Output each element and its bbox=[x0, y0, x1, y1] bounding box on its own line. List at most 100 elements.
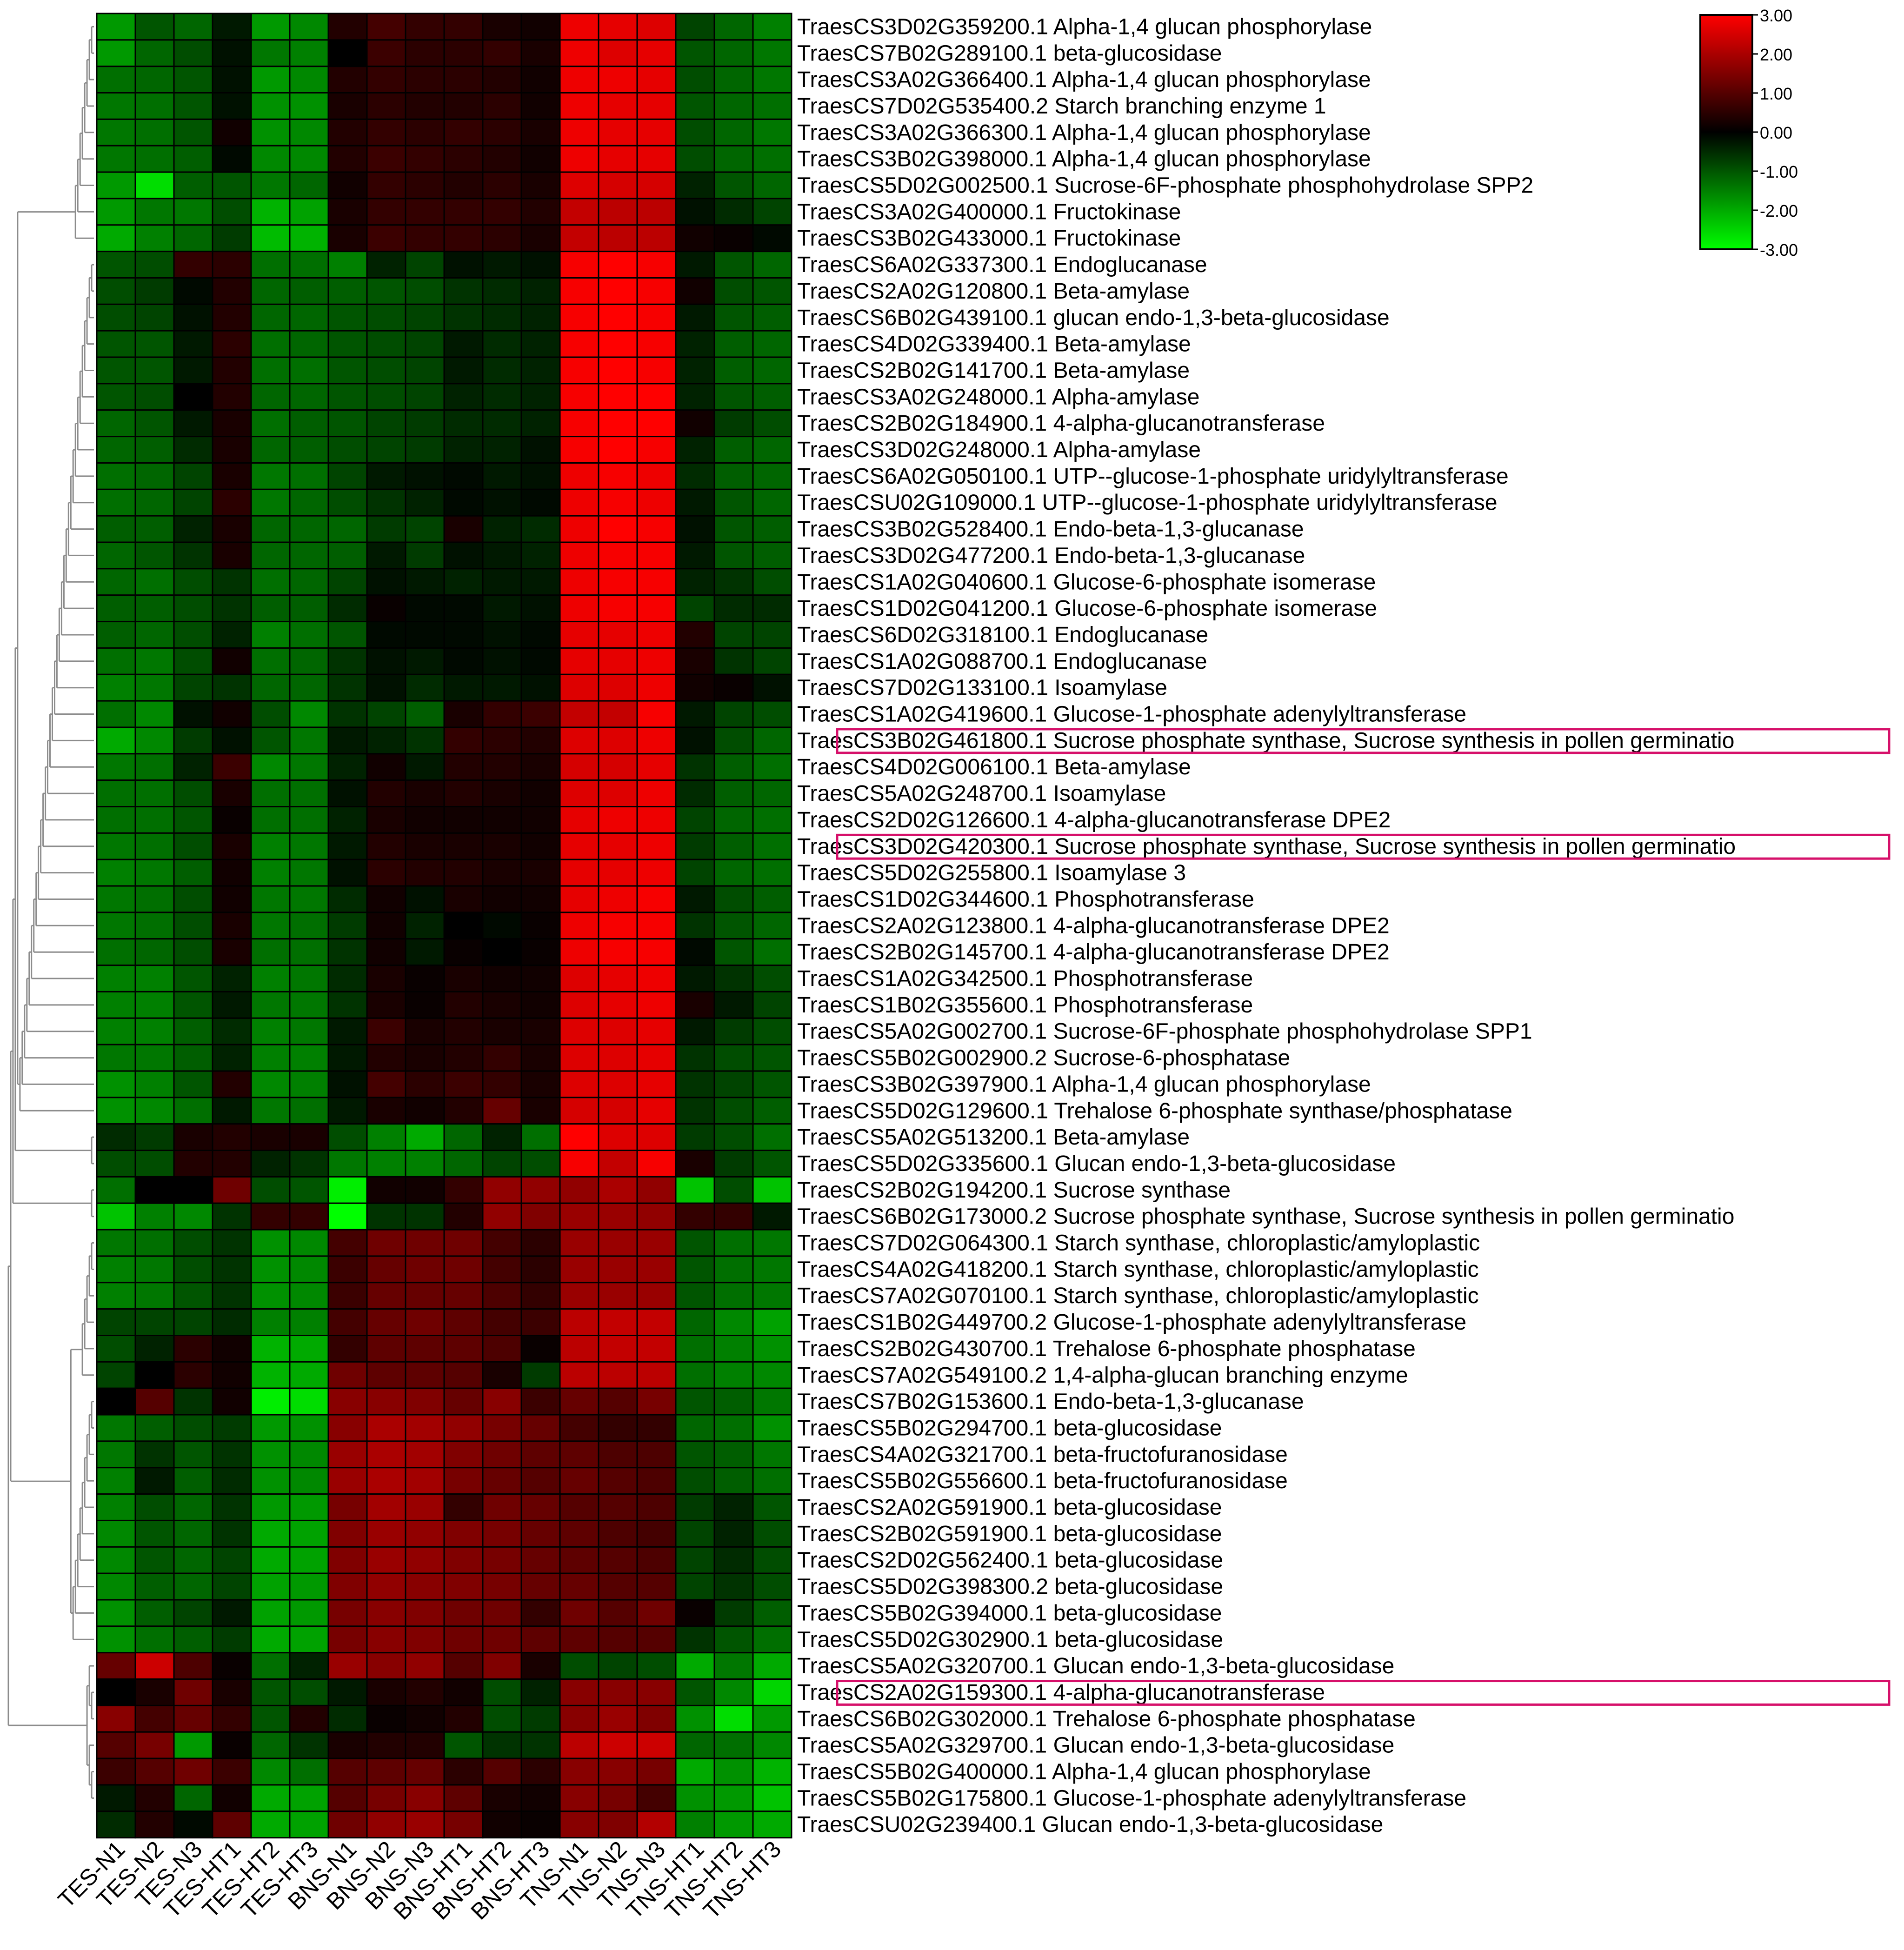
heatmap-cell bbox=[636, 1625, 677, 1654]
heatmap-cell bbox=[134, 1784, 175, 1812]
heatmap-cell bbox=[443, 912, 484, 940]
color-scale-tick-label: -3.00 bbox=[1760, 240, 1798, 260]
heatmap-cell bbox=[482, 1202, 522, 1231]
heatmap-cell bbox=[250, 1229, 291, 1257]
heatmap-cell bbox=[443, 1044, 484, 1072]
heatmap-cell bbox=[559, 1599, 599, 1627]
heatmap-cell bbox=[366, 700, 406, 728]
heatmap-cell bbox=[520, 673, 561, 702]
heatmap-cell bbox=[134, 1757, 175, 1786]
heatmap-cell bbox=[289, 1414, 329, 1442]
heatmap-cell bbox=[366, 251, 406, 279]
heatmap-cell bbox=[405, 330, 445, 358]
heatmap-cell bbox=[134, 66, 175, 94]
heatmap-cell bbox=[327, 1123, 368, 1151]
heatmap-cell bbox=[96, 251, 136, 279]
heatmap-cell bbox=[366, 198, 406, 226]
heatmap-cell bbox=[327, 1229, 368, 1257]
heatmap-cell bbox=[559, 1731, 599, 1759]
heatmap-cell bbox=[636, 1731, 677, 1759]
heatmap-cell bbox=[559, 1176, 599, 1204]
heatmap-cell bbox=[559, 1493, 599, 1521]
heatmap-cell bbox=[405, 1414, 445, 1442]
heatmap-cell bbox=[713, 145, 754, 173]
heatmap-cell bbox=[289, 1123, 329, 1151]
heatmap-cell bbox=[212, 1202, 252, 1231]
heatmap-cell bbox=[443, 171, 484, 200]
heatmap-cell bbox=[520, 39, 561, 67]
heatmap-cell bbox=[250, 488, 291, 517]
heatmap-cell bbox=[405, 198, 445, 226]
heatmap-cell bbox=[250, 859, 291, 887]
heatmap-cell bbox=[559, 198, 599, 226]
heatmap-cell bbox=[598, 1519, 638, 1548]
heatmap-cell bbox=[289, 1678, 329, 1706]
row-dendrogram bbox=[7, 26, 94, 1799]
heatmap-cell bbox=[713, 885, 754, 913]
heatmap-cell bbox=[598, 1308, 638, 1336]
heatmap-cell bbox=[752, 1599, 792, 1627]
heatmap-cell bbox=[173, 224, 213, 253]
heatmap-cell bbox=[675, 1070, 715, 1098]
heatmap-cell bbox=[250, 1546, 291, 1574]
heatmap-cell bbox=[482, 1387, 522, 1416]
heatmap-cell bbox=[559, 621, 599, 649]
heatmap-cell bbox=[250, 912, 291, 940]
heatmap-cell bbox=[134, 541, 175, 570]
heatmap-cell bbox=[327, 1440, 368, 1469]
heatmap-cell bbox=[559, 726, 599, 755]
heatmap-cell bbox=[443, 938, 484, 966]
heatmap-cell bbox=[405, 1678, 445, 1706]
heatmap-cell bbox=[482, 938, 522, 966]
heatmap-cell bbox=[752, 1017, 792, 1045]
heatmap-cell bbox=[675, 647, 715, 675]
heatmap-cell bbox=[96, 991, 136, 1019]
heatmap-cell bbox=[289, 965, 329, 992]
heatmap-cell bbox=[752, 1704, 792, 1733]
heatmap-cell bbox=[598, 1757, 638, 1786]
heatmap-cell bbox=[636, 13, 677, 41]
heatmap-cell bbox=[289, 594, 329, 623]
row-label: TraesCS2B02G194200.1 Sucrose synthase bbox=[797, 1178, 1231, 1203]
color-scale-tick-label: -2.00 bbox=[1760, 201, 1798, 220]
heatmap-cell bbox=[212, 991, 252, 1019]
heatmap-cell bbox=[212, 251, 252, 279]
heatmap-cell bbox=[327, 726, 368, 755]
heatmap-cell bbox=[405, 1308, 445, 1336]
heatmap-cell bbox=[250, 1255, 291, 1284]
heatmap-cell bbox=[752, 753, 792, 781]
heatmap-cell bbox=[405, 171, 445, 200]
heatmap-cell bbox=[405, 1440, 445, 1469]
row-label: TraesCS6A02G050100.1 UTP--glucose-1-phos… bbox=[797, 464, 1509, 489]
heatmap-cell bbox=[134, 1017, 175, 1045]
heatmap-cell bbox=[134, 912, 175, 940]
heatmap-cell bbox=[134, 1519, 175, 1548]
heatmap-cell bbox=[598, 726, 638, 755]
heatmap-cell bbox=[559, 1017, 599, 1045]
heatmap-cell bbox=[96, 806, 136, 834]
heatmap-cell bbox=[559, 1150, 599, 1178]
heatmap-cell bbox=[405, 594, 445, 623]
heatmap-cell bbox=[96, 753, 136, 781]
heatmap-cell bbox=[482, 1493, 522, 1521]
heatmap-cell bbox=[636, 1493, 677, 1521]
heatmap-cell bbox=[289, 621, 329, 649]
heatmap-cell bbox=[675, 1678, 715, 1706]
heatmap-cell bbox=[482, 1044, 522, 1072]
heatmap-cell bbox=[520, 991, 561, 1019]
heatmap-cell bbox=[366, 1572, 406, 1601]
heatmap-cell bbox=[212, 462, 252, 490]
heatmap-cell bbox=[520, 621, 561, 649]
heatmap-cell bbox=[713, 859, 754, 887]
heatmap-cell bbox=[173, 1519, 213, 1548]
heatmap-cell bbox=[559, 1467, 599, 1495]
heatmap-cell bbox=[752, 912, 792, 940]
heatmap-cell bbox=[675, 673, 715, 702]
heatmap-cell bbox=[598, 66, 638, 94]
heatmap-cell bbox=[713, 594, 754, 623]
heatmap-cell bbox=[675, 1308, 715, 1336]
heatmap-cell bbox=[134, 594, 175, 623]
heatmap-cell bbox=[250, 700, 291, 728]
heatmap-cell bbox=[713, 330, 754, 358]
heatmap-cell bbox=[134, 1467, 175, 1495]
